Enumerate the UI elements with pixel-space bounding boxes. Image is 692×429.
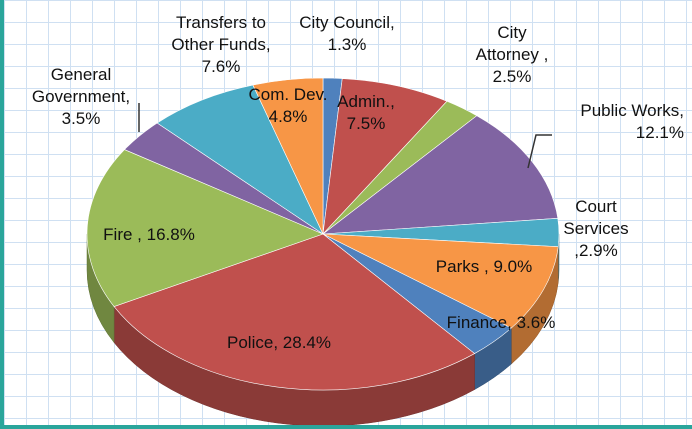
data-label: Fire , 16.8% (74, 224, 224, 246)
label-value: 12.1% (635, 123, 684, 142)
label-value: 3.6% (516, 313, 556, 332)
label-category: Court Services (563, 197, 629, 238)
label-value: 16.8% (146, 225, 195, 244)
slice (252, 77, 324, 235)
label-value: 7.5% (346, 114, 386, 133)
label-category: City Council, (299, 13, 395, 32)
label-category: Police, (227, 333, 279, 352)
label-category: Com. Dev. (248, 85, 328, 104)
data-label: General Government, 3.5% (26, 64, 136, 130)
label-value: 9.0% (493, 257, 533, 276)
slice (156, 84, 324, 235)
label-value: 4.8% (268, 107, 308, 126)
label-value: 7.6% (201, 57, 241, 76)
label-value: 1.3% (327, 35, 367, 54)
pie-tops (86, 77, 560, 391)
data-label: Police, 28.4% (199, 332, 359, 354)
label-category: Parks , (435, 257, 489, 276)
label-category: City Attorney (475, 23, 539, 64)
slice (113, 233, 476, 391)
slice (322, 115, 559, 235)
data-label: City Council, 1.3% (282, 12, 412, 56)
data-label: Finance, 3.6% (421, 312, 581, 334)
label-category: Finance, (446, 313, 512, 332)
slice (322, 78, 448, 235)
data-label: Public Works, 12.1% (544, 100, 684, 144)
data-label: Parks , 9.0% (409, 256, 559, 278)
label-value: 3.5% (61, 109, 101, 128)
data-label: Admin., 7.5% (326, 91, 406, 135)
pie-sides (86, 233, 560, 425)
leader-line (527, 134, 552, 169)
label-category: Fire , (103, 225, 142, 244)
data-label: Court Services ,2.9% (551, 196, 641, 262)
data-label: City Attorney , 2.5% (472, 22, 552, 88)
label-value: ,2.9% (574, 241, 618, 260)
label-category: Transfers to Other Funds, (171, 13, 271, 54)
label-category: Admin., (337, 92, 395, 111)
label-category: General Government, (31, 65, 131, 106)
data-label: Com. Dev. 4.8% (243, 84, 333, 128)
slice (86, 149, 324, 307)
slice (322, 233, 559, 329)
label-category: Public Works, (580, 101, 684, 120)
label-value: 28.4% (282, 333, 331, 352)
data-label: Transfers to Other Funds, 7.6% (156, 12, 286, 78)
pie-area (86, 77, 560, 425)
label-value: , 2.5% (492, 45, 554, 86)
